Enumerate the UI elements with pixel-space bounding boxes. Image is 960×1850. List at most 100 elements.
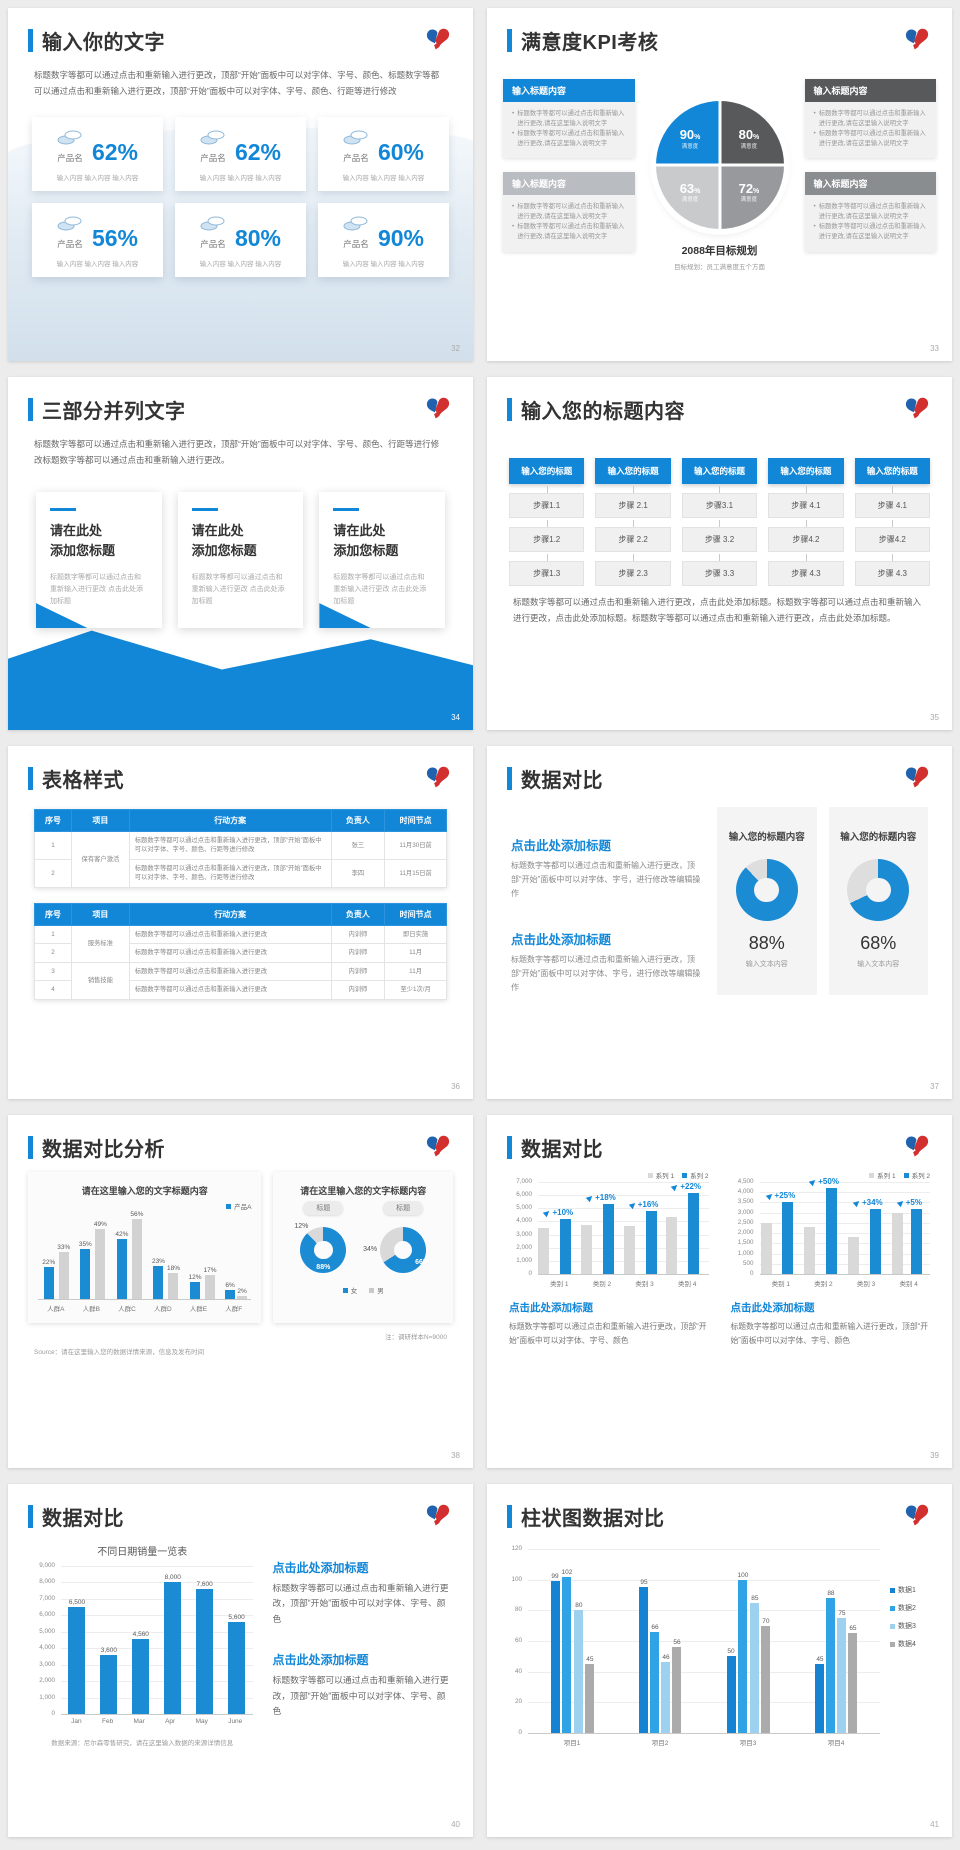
accent-dash <box>333 508 360 512</box>
slide-41-thumbnail[interactable]: 柱状图数据对比 120 100 80 60 40 20 0 99 102 80 45 95 66 46 56… <box>487 1484 952 1837</box>
bar-value-label: 66 <box>651 1624 659 1631</box>
bar <box>750 1603 760 1733</box>
slide-38-thumbnail[interactable]: 数据对比分析 请在这里输入您的文字标题内容 产品A 22% 33% 35% 49% 42… <box>8 1115 473 1468</box>
text-block: 点击此处添加标题 标题数字等都可以通过点击和重新输入进行更改，顶部“开始”面板中可… <box>731 1300 931 1347</box>
legend-label: 系列 1 <box>877 1173 896 1180</box>
card-icon-block: 产品名 <box>57 215 83 250</box>
slide-40-thumbnail[interactable]: 数据对比 不同日期销量一览表 9,000 8,000 7,000 6,000 5,000… <box>8 1484 473 1837</box>
bar-value-label: 80 <box>575 1602 583 1609</box>
bar-group: +16% <box>623 1200 666 1274</box>
donut-stat-card: 输入您的标题内容 68% 输入文本内容 <box>828 807 928 995</box>
bar-group: 99 102 80 45 <box>550 1569 595 1733</box>
slide-36-thumbnail[interactable]: 表格样式 序号 项目 行动方案 负责人 时间节点 1 保有客户激活 标题数字等都可以通过点击和… <box>8 746 473 1099</box>
legend-item: 产品A <box>226 1201 251 1211</box>
grouped-bar-chart: 22% 33% 35% 49% 42% 56% 23% 18% 12% 17% 6% 2% 人群A 人群B… <box>38 1211 252 1313</box>
y-axis: 7,000 6,000 5,000 4,000 3,000 2,000 1,000 0 <box>509 1178 534 1277</box>
bar-group: +10% <box>538 1208 580 1274</box>
growth-label: +16% <box>628 1200 659 1209</box>
plot-area: 99 102 80 45 95 66 46 56 50 100 85 70 45 88 75 65 <box>528 1549 880 1734</box>
bar-group: 23% 18% <box>152 1258 180 1299</box>
bar-chart: 4,500 4,000 3,500 3,000 2,500 2,000 1,500 1,000… <box>731 1177 930 1288</box>
y-tick-label: 120 <box>511 1545 522 1552</box>
slide-32-thumbnail[interactable]: 输入你的文字 标题数字等都可以通过点击和重新输入进行更改，顶部“开始”面板中可以… <box>8 8 473 361</box>
kpi-box: 输入标题内容 • 标题数字等都可以通过点击和重新输入进行更改,请在这里输入说明文字 •… <box>503 79 635 159</box>
slide-title: 输入您的标题内容 <box>521 401 685 423</box>
slide-title: 数据对比 <box>521 770 603 792</box>
action-tables: 序号 项目 行动方案 负责人 时间节点 1 保有客户激活 标题数字等都可以通过点击和重新输入进… <box>33 809 447 1000</box>
quadrant-value: 80% 满意度 <box>739 126 760 150</box>
title-accent-bar <box>28 767 33 790</box>
quadrant-pct: 72 <box>738 181 754 197</box>
table-cell: 1 <box>33 831 73 860</box>
growth-label: +22% <box>671 1182 702 1191</box>
legend-item: 男 <box>369 1285 384 1295</box>
product-name-label: 产品名 <box>57 239 83 250</box>
bar <box>585 1664 595 1733</box>
card-icon-block: 产品名 <box>343 215 369 250</box>
grid-line <box>61 1566 253 1567</box>
slide-header: 数据对比 <box>8 1484 473 1535</box>
table-row: 2 标题数字等都可以通过点击和重新输入进行更改 内训师 11月 <box>33 943 447 963</box>
bar <box>538 1228 550 1274</box>
bullet-dot: • <box>512 203 515 211</box>
bar-column: 85 <box>750 1595 760 1733</box>
chart-column: 系列 1 系列 2 7,000 6,000 5,000 4,000 3,000 2,000 1,… <box>509 1170 709 1347</box>
x-tick-label: 类别 4 <box>677 1281 697 1288</box>
slide-39-thumbnail[interactable]: 数据对比 系列 1 系列 2 7,000 6,000 5,000 4,000 3,000 2,… <box>487 1115 952 1468</box>
analysis-cards: 请在这里输入您的文字标题内容 产品A 22% 33% 35% 49% 42% 56% 23%… <box>28 1172 453 1323</box>
action-table: 序号 项目 行动方案 负责人 时间节点 1 保有客户激活 标题数字等都可以通过点击和重新输入进… <box>33 809 447 888</box>
bar-column: 3,600 <box>100 1647 118 1714</box>
slide-33-thumbnail[interactable]: 满意度KPI考核 输入标题内容 • 标题数字等都可以通过点击和重新输入进行更改,请在… <box>487 8 952 361</box>
slide-header: 数据对比 <box>487 746 952 797</box>
slide-34-thumbnail[interactable]: 三部分并列文字 标题数字等都可以通过点击和重新输入进行更改，顶部“开始”面板中可… <box>8 377 473 730</box>
bar-value-label: 8,000 <box>164 1574 181 1581</box>
plot-area: +10% +18% +16% +22% <box>538 1182 709 1275</box>
bar-value-label: 65 <box>849 1625 857 1632</box>
bar <box>80 1249 91 1299</box>
legend-label: 男 <box>377 1288 384 1295</box>
x-tick-label: 项目3 <box>739 1740 757 1747</box>
quadrant-unit: % <box>753 134 760 142</box>
bar-value-label: 35% <box>78 1241 92 1248</box>
product-name-label: 产品名 <box>343 239 369 250</box>
bullet-text: 标题数字等都可以通过点击和重新输入进行更改,请在这里输入说明文字 <box>818 203 926 221</box>
growth-text: +22% <box>680 1182 702 1191</box>
table-cell: 11月 <box>384 943 447 963</box>
legend-label: 数据3 <box>898 1623 916 1630</box>
page-number: 40 <box>451 1820 460 1829</box>
table-header-cell: 时间节点 <box>384 809 447 832</box>
slide-35-thumbnail[interactable]: 输入您的标题内容 输入您的标题 步骤1.1 步骤1.2 步骤1.3 输入您的标题 步骤 2… <box>487 377 952 730</box>
caption-subtitle: 目标规划：员工满意度五个方面 <box>674 264 765 271</box>
bar-column: 6,500 <box>68 1599 86 1714</box>
chart-column: 系列 1 系列 2 4,500 4,000 3,500 3,000 2,500 2,000 1,… <box>731 1170 931 1347</box>
bar-value-label: 45 <box>816 1656 824 1663</box>
card-top: 产品名 56% <box>36 215 159 250</box>
card-title: 请在这里输入您的文字标题内容 <box>300 1186 427 1196</box>
legend-swatch <box>682 1172 688 1178</box>
donut-minor-label: 12% <box>294 1223 309 1230</box>
title-badge: 标题 <box>303 1201 344 1215</box>
title-accent-bar <box>28 398 33 421</box>
growth-text: +16% <box>637 1200 659 1209</box>
donut-hole <box>393 1240 413 1260</box>
kpi-box-header: 输入标题内容 <box>503 172 635 196</box>
kpi-layout: 输入标题内容 • 标题数字等都可以通过点击和重新输入进行更改,请在这里输入说明文字 •… <box>487 59 952 271</box>
y-tick-label: 0 <box>528 1270 532 1277</box>
y-tick-label: 2,000 <box>39 1677 55 1685</box>
grid-line <box>528 1641 880 1642</box>
card-icon-block: 产品名 <box>57 129 83 164</box>
bar-group: 6% 2% <box>225 1282 248 1299</box>
bar-value-label: 17% <box>203 1267 217 1274</box>
bars-row: 99 102 80 45 95 66 46 56 50 100 85 70 45 88 75 65 <box>528 1549 880 1733</box>
legend-swatch <box>647 1172 653 1178</box>
legend-label: 系列 2 <box>911 1173 930 1180</box>
grid-line <box>538 1234 709 1236</box>
growth-text: +5% <box>905 1198 922 1207</box>
bar <box>837 1618 847 1733</box>
bar-column: 5,600 <box>228 1614 246 1714</box>
x-tick-label: 类别 2 <box>592 1281 612 1288</box>
slide-37-thumbnail[interactable]: 数据对比 点击此处添加标题 标题数字等都可以通过点击和重新输入进行更改，顶部“开始… <box>487 746 952 1099</box>
table-cell: 4 <box>33 980 73 1000</box>
y-tick-label: 100 <box>511 1575 522 1583</box>
bar-value-label: 70 <box>762 1618 770 1625</box>
